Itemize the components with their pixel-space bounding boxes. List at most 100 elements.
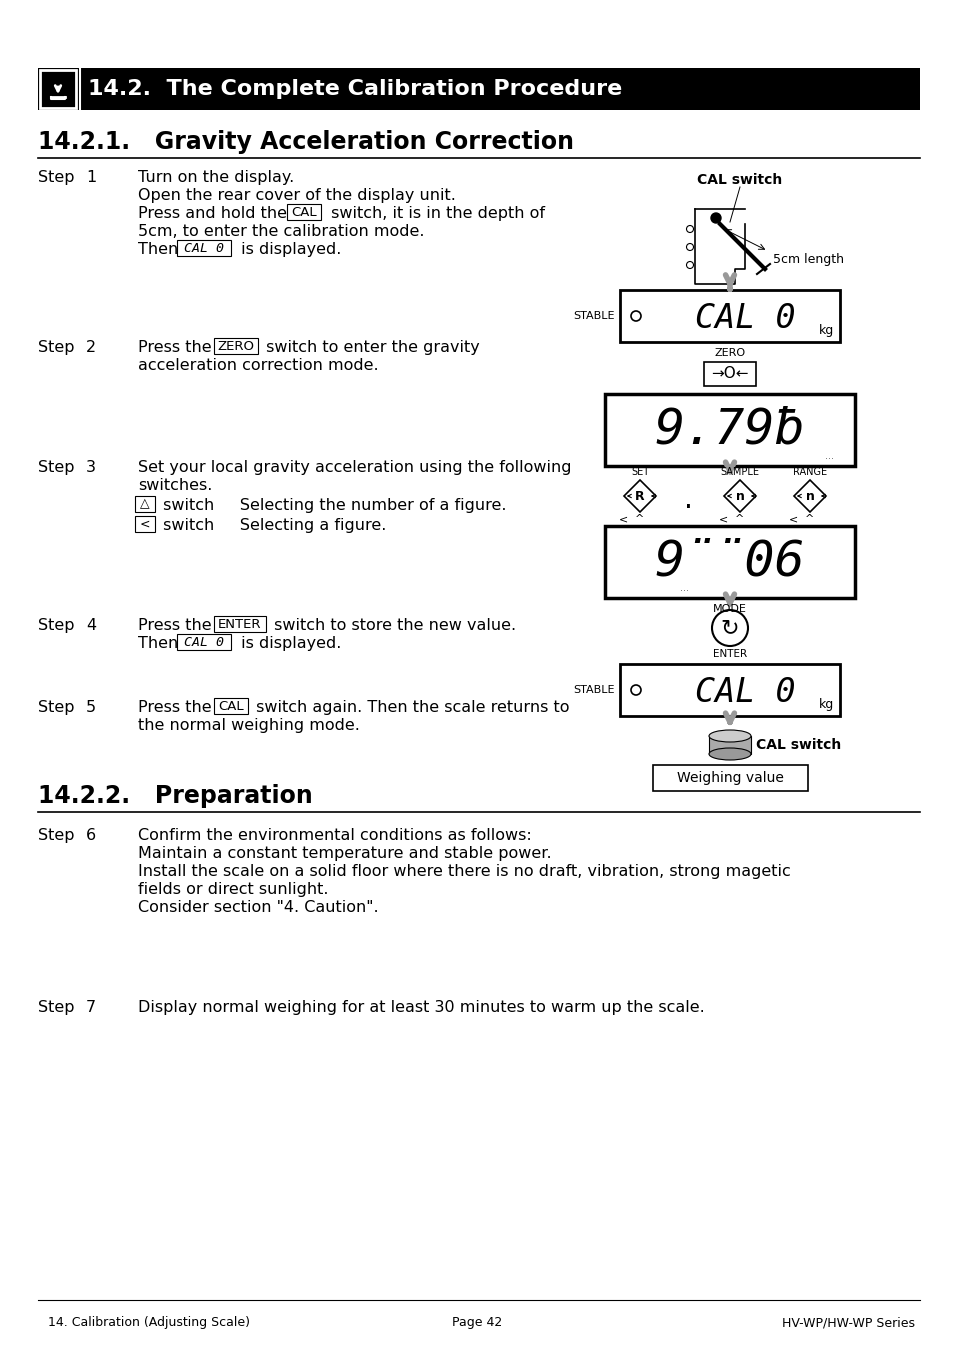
FancyBboxPatch shape xyxy=(135,516,154,532)
Text: 5cm, to enter the calibration mode.: 5cm, to enter the calibration mode. xyxy=(138,224,424,239)
Text: Display normal weighing for at least 30 minutes to warm up the scale.: Display normal weighing for at least 30 … xyxy=(138,1000,704,1015)
Text: 2: 2 xyxy=(86,340,96,355)
Text: ENTER: ENTER xyxy=(218,617,261,630)
Text: ...: ... xyxy=(679,583,689,593)
Text: △: △ xyxy=(140,498,150,510)
Text: Open the rear cover of the display unit.: Open the rear cover of the display unit. xyxy=(138,188,456,202)
Text: CAL 0: CAL 0 xyxy=(694,301,795,335)
Text: switch again. Then the scale returns to: switch again. Then the scale returns to xyxy=(251,701,569,716)
Text: Press the: Press the xyxy=(138,701,216,716)
Text: 3: 3 xyxy=(86,460,96,475)
Text: Install the scale on a solid floor where there is no draft, vibration, strong ma: Install the scale on a solid floor where… xyxy=(138,864,790,879)
FancyBboxPatch shape xyxy=(213,698,248,714)
Text: kg: kg xyxy=(818,698,833,711)
Text: kg: kg xyxy=(818,324,833,338)
Text: Confirm the environmental conditions as follows:: Confirm the environmental conditions as … xyxy=(138,828,531,842)
Text: ...: ... xyxy=(824,451,834,460)
Text: n: n xyxy=(735,490,743,502)
Text: 1: 1 xyxy=(86,170,96,185)
Text: switches.: switches. xyxy=(138,478,213,493)
Bar xyxy=(604,394,854,466)
Bar xyxy=(604,526,854,598)
Bar xyxy=(38,68,919,109)
Text: Press the: Press the xyxy=(138,618,216,633)
Text: 5cm length: 5cm length xyxy=(772,252,843,266)
Text: Then: Then xyxy=(138,242,183,256)
Text: <: < xyxy=(618,514,628,524)
Text: switch to store the new value.: switch to store the new value. xyxy=(269,618,516,633)
Text: 14.2.2.   Preparation: 14.2.2. Preparation xyxy=(38,784,313,809)
Text: ^: ^ xyxy=(635,514,644,524)
Text: 9̈̈06: 9̈̈06 xyxy=(654,539,804,586)
Text: 14.2.  The Complete Calibration Procedure: 14.2. The Complete Calibration Procedure xyxy=(88,80,621,99)
Text: 9.79ƀ: 9.79ƀ xyxy=(654,406,804,454)
Text: CAL: CAL xyxy=(218,699,244,713)
Text: ↻: ↻ xyxy=(720,618,739,639)
Text: <: < xyxy=(719,514,728,524)
Bar xyxy=(652,765,807,791)
Text: ZERO: ZERO xyxy=(714,348,745,358)
Text: Turn on the display.: Turn on the display. xyxy=(138,170,294,185)
Text: switch     Selecting a figure.: switch Selecting a figure. xyxy=(158,518,386,533)
Text: 14.2.1.   Gravity Acceleration Correction: 14.2.1. Gravity Acceleration Correction xyxy=(38,130,574,154)
Polygon shape xyxy=(723,481,755,512)
Text: switch, it is in the depth of: switch, it is in the depth of xyxy=(326,207,544,221)
FancyBboxPatch shape xyxy=(177,634,231,649)
FancyBboxPatch shape xyxy=(177,240,231,256)
Text: Consider section "4. Caution".: Consider section "4. Caution". xyxy=(138,900,378,915)
Bar xyxy=(619,664,840,716)
Text: Step: Step xyxy=(38,170,74,185)
Text: SAMPLE: SAMPLE xyxy=(720,467,759,477)
Text: ENTER: ENTER xyxy=(712,649,746,659)
Text: SET: SET xyxy=(630,467,648,477)
Bar xyxy=(708,736,750,755)
Text: Then: Then xyxy=(138,636,183,651)
FancyBboxPatch shape xyxy=(213,616,266,632)
Text: Maintain a constant temperature and stable power.: Maintain a constant temperature and stab… xyxy=(138,846,551,861)
Text: Page 42: Page 42 xyxy=(452,1316,501,1328)
Text: →O←: →O← xyxy=(711,366,748,382)
Text: n: n xyxy=(804,490,814,502)
FancyBboxPatch shape xyxy=(135,495,154,512)
Text: is displayed.: is displayed. xyxy=(235,636,341,651)
Bar xyxy=(703,362,755,386)
Text: 14. Calibration (Adjusting Scale): 14. Calibration (Adjusting Scale) xyxy=(48,1316,250,1328)
Text: .: . xyxy=(683,486,692,514)
Text: RANGE: RANGE xyxy=(792,467,826,477)
Text: Weighing value: Weighing value xyxy=(676,771,782,784)
Text: Step: Step xyxy=(38,460,74,475)
Text: Step: Step xyxy=(38,828,74,842)
Bar xyxy=(40,70,76,108)
Text: CAL 0: CAL 0 xyxy=(184,242,224,255)
Text: Step: Step xyxy=(38,340,74,355)
Text: 4: 4 xyxy=(86,618,96,633)
Text: the normal weighing mode.: the normal weighing mode. xyxy=(138,718,359,733)
Text: CAL switch: CAL switch xyxy=(755,738,841,752)
Text: CAL switch: CAL switch xyxy=(697,173,781,188)
Text: MODE: MODE xyxy=(712,603,746,614)
Text: <: < xyxy=(788,514,798,524)
Text: CAL: CAL xyxy=(291,205,316,219)
Text: ZERO: ZERO xyxy=(217,339,254,352)
Text: Press and hold the: Press and hold the xyxy=(138,207,292,221)
Text: Step: Step xyxy=(38,1000,74,1015)
Text: CAL 0: CAL 0 xyxy=(184,636,224,648)
Text: 6: 6 xyxy=(86,828,96,842)
Bar xyxy=(619,290,840,342)
Text: 5: 5 xyxy=(86,701,96,716)
Text: CAL 0: CAL 0 xyxy=(694,675,795,709)
Text: 7: 7 xyxy=(86,1000,96,1015)
Text: ^: ^ xyxy=(804,514,814,524)
Text: STABLE: STABLE xyxy=(573,684,615,695)
Circle shape xyxy=(710,213,720,223)
Text: switch to enter the gravity: switch to enter the gravity xyxy=(261,340,479,355)
Ellipse shape xyxy=(708,730,750,742)
Text: ^: ^ xyxy=(735,514,744,524)
Text: Set your local gravity acceleration using the following: Set your local gravity acceleration usin… xyxy=(138,460,571,475)
FancyBboxPatch shape xyxy=(287,204,320,220)
Circle shape xyxy=(711,610,747,647)
Text: switch     Selecting the number of a figure.: switch Selecting the number of a figure. xyxy=(158,498,506,513)
Ellipse shape xyxy=(708,748,750,760)
Polygon shape xyxy=(793,481,825,512)
Polygon shape xyxy=(623,481,656,512)
